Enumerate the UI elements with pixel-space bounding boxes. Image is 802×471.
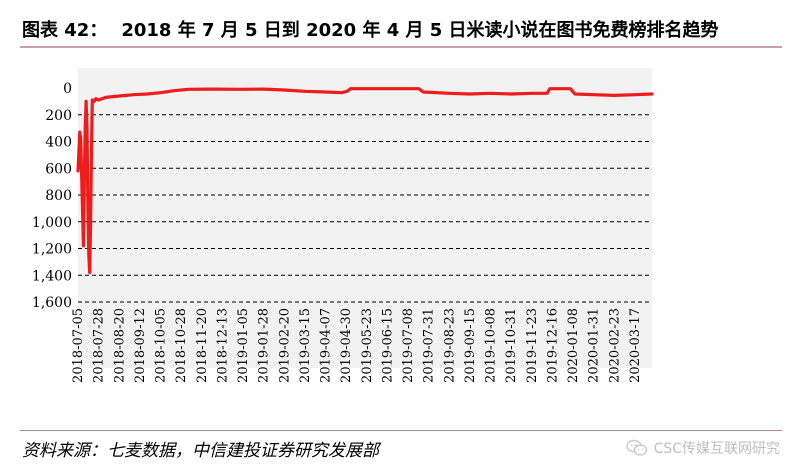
x-tick-label: 2019-02-20 bbox=[277, 308, 292, 383]
series-layer bbox=[76, 87, 654, 275]
source-note: 资料来源：七麦数据，中信建投证券研究发展部 bbox=[22, 441, 379, 461]
x-tick-label: 2019-06-15 bbox=[380, 308, 395, 383]
wechat-icon bbox=[625, 439, 647, 456]
x-tick-label: 2019-03-15 bbox=[298, 308, 313, 383]
y-tick-label: 1,600 bbox=[32, 295, 72, 311]
x-tick-label: 2019-11-23 bbox=[525, 308, 540, 383]
x-tick-label: 2019-08-23 bbox=[442, 308, 457, 383]
figure-title: 2018 年 7 月 5 日到 2020 年 4 月 5 日米读小说在图书免费榜… bbox=[121, 20, 719, 41]
x-tick-label: 2020-01-08 bbox=[566, 308, 581, 383]
y-axis-ticks: 0 200 400 600 800 1,000 1,200 1,400 1,600 bbox=[32, 81, 72, 311]
plot-area bbox=[78, 68, 652, 368]
x-tick-label: 2020-01-31 bbox=[587, 308, 602, 383]
x-tick-label: 2019-05-23 bbox=[360, 308, 375, 383]
x-tick-label: 2019-01-05 bbox=[236, 308, 251, 383]
x-tick-label: 2020-03-17 bbox=[628, 308, 643, 383]
x-tick-label: 2019-07-08 bbox=[401, 308, 416, 383]
watermark-text: CSC传媒互联网研究 bbox=[653, 441, 780, 457]
y-tick-label: 1,400 bbox=[32, 268, 72, 284]
x-tick-label: 2018-10-05 bbox=[154, 308, 169, 383]
y-tick-label: 1,200 bbox=[32, 242, 72, 258]
x-tick-label: 2019-10-08 bbox=[484, 308, 499, 383]
grid-lines bbox=[78, 114, 652, 303]
x-tick-label: 2018-07-05 bbox=[71, 308, 86, 383]
x-tick-label: 2018-07-28 bbox=[92, 308, 107, 383]
figure-label: 图表 42： bbox=[22, 20, 108, 41]
x-tick-label: 2018-10-28 bbox=[174, 308, 189, 383]
x-tick-label: 2019-01-28 bbox=[257, 308, 272, 383]
x-axis-ticks: 2018-07-05 2018-07-28 2018-08-20 2018-09-12… bbox=[71, 308, 643, 383]
chart-figure-title: 图表 42： 2018 年 7 月 5 日到 2020 年 4 月 5 日米读小说… bbox=[22, 16, 782, 42]
y-tick-label: 400 bbox=[45, 135, 72, 151]
footer-divider bbox=[20, 430, 782, 431]
x-tick-label: 2019-10-31 bbox=[504, 308, 519, 383]
y-tick-label: 0 bbox=[63, 81, 72, 97]
x-tick-label: 2018-11-20 bbox=[195, 308, 210, 383]
x-tick-label: 2019-07-31 bbox=[422, 308, 437, 383]
x-tick-label: 2018-12-13 bbox=[215, 308, 230, 383]
x-tick-label: 2019-04-07 bbox=[319, 308, 334, 383]
x-tick-label: 2018-08-20 bbox=[112, 308, 127, 383]
x-tick-label: 2019-04-30 bbox=[339, 308, 354, 383]
x-tick-label: 2020-02-23 bbox=[607, 308, 622, 383]
series-line-0 bbox=[76, 87, 654, 275]
y-tick-label: 1,000 bbox=[32, 215, 72, 231]
watermark: CSC传媒互联网研究 bbox=[625, 438, 780, 458]
y-tick-label: 200 bbox=[45, 108, 72, 124]
x-tick-label: 2019-12-16 bbox=[545, 308, 560, 383]
x-tick-label: 2018-09-12 bbox=[133, 308, 148, 383]
y-tick-label: 600 bbox=[45, 161, 72, 177]
x-tick-label: 2019-09-15 bbox=[463, 308, 478, 383]
title-divider bbox=[20, 46, 782, 48]
y-tick-label: 800 bbox=[45, 188, 72, 204]
